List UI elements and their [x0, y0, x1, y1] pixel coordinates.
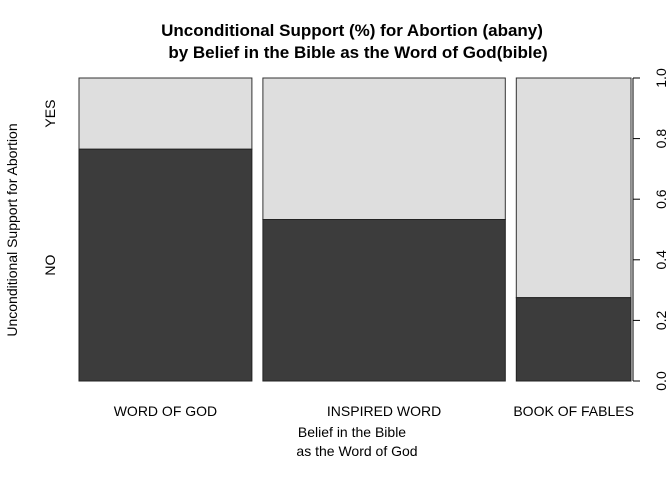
right-axis-tick-label: 0.2: [653, 310, 669, 330]
tile-no-word-of-god: [78, 148, 253, 382]
x-category-labels: WORD OF GOD INSPIRED WORD BOOK OF FABLES: [114, 403, 634, 419]
x-tick-label: BOOK OF FABLES: [513, 403, 634, 419]
tile-no-inspired-word: [262, 219, 506, 382]
x-axis-label-line1: Belief in the Bible: [298, 424, 406, 440]
x-axis-label-line2: as the Word of God: [296, 443, 417, 459]
right-axis-tick-label: 0.0: [653, 371, 669, 391]
right-axis: 0.0 0.2 0.4 0.6 0.8 1.0: [632, 68, 669, 391]
y-level-no: NO: [42, 254, 58, 275]
right-axis-tick-label: 0.4: [653, 250, 669, 270]
tile-yes-book-of-fables: [515, 77, 632, 299]
right-axis-tick-label: 0.6: [653, 189, 669, 209]
y-axis-label: Unconditional Support for Abortion: [4, 123, 20, 336]
y-level-labels: NO YES: [42, 100, 58, 276]
mosaic-tiles: [78, 77, 632, 382]
chart-title-line1: Unconditional Support (%) for Abortion (…: [161, 21, 543, 40]
y-level-yes: YES: [42, 100, 58, 128]
tile-yes-word-of-god: [78, 77, 253, 150]
right-axis-tick-label: 1.0: [653, 68, 669, 88]
tile-no-book-of-fables: [515, 297, 632, 382]
chart-title-line2: by Belief in the Bible as the Word of Go…: [168, 43, 547, 62]
tile-yes-inspired-word: [262, 77, 506, 221]
x-tick-label: WORD OF GOD: [114, 403, 217, 419]
x-tick-label: INSPIRED WORD: [327, 403, 441, 419]
right-axis-tick-label: 0.8: [653, 129, 669, 149]
